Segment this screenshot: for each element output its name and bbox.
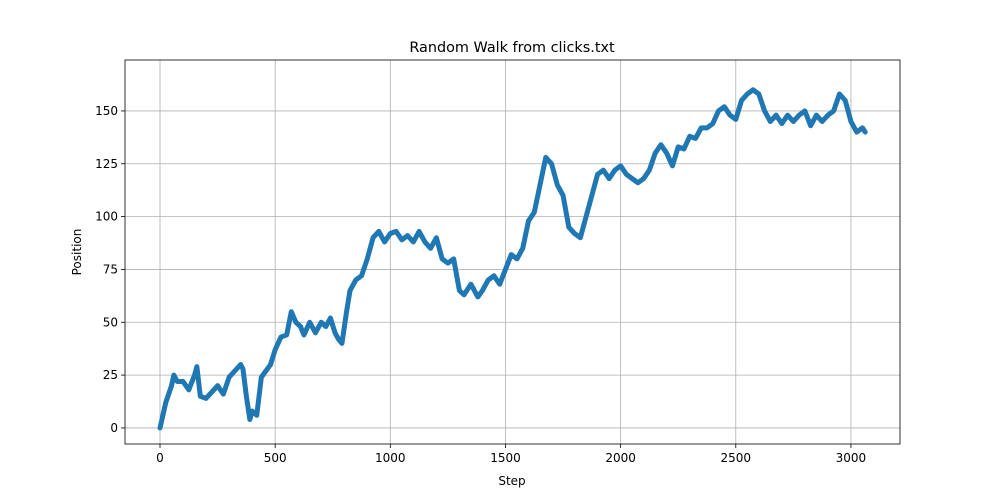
line [157,87,868,431]
x-tick-label: 0 [156,451,164,465]
y-tick-label: 150 [95,104,118,118]
x-tick-label: 500 [264,451,287,465]
y-tick-label: 0 [110,421,118,435]
y-axis-label: Position [70,229,84,276]
x-tick-label: 1500 [490,451,521,465]
y-tick-label: 125 [95,157,118,171]
x-tick-label: 1000 [375,451,406,465]
y-tick-label: 25 [103,368,118,382]
y-tick-label: 75 [103,262,118,276]
x-tick-label: 2000 [605,451,636,465]
chart-title: Random Walk from clicks.txt [409,40,615,56]
x-tick-label: 3000 [836,451,867,465]
y-tick-label: 100 [95,210,118,224]
grid [121,60,900,448]
x-axis-label: Step [498,474,525,488]
plot [157,87,868,431]
y-tick-label: 50 [103,315,118,329]
x-tick-label: 2500 [721,451,752,465]
axes-frame [124,59,901,445]
